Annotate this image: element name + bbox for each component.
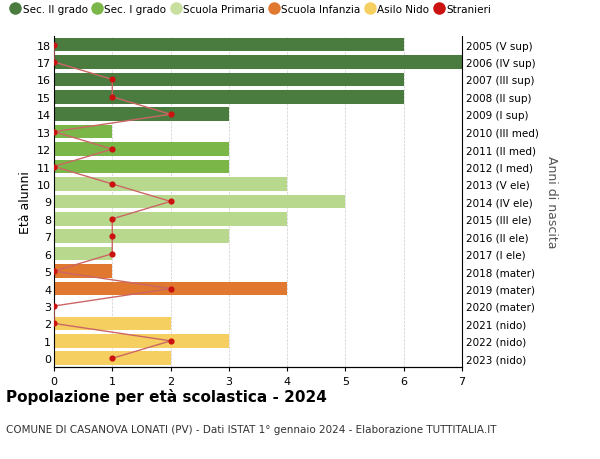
- Point: [166, 198, 175, 206]
- Point: [49, 129, 59, 136]
- Point: [49, 302, 59, 310]
- Point: [166, 285, 175, 292]
- Bar: [54, 91, 404, 104]
- Point: [107, 233, 117, 241]
- Y-axis label: Anni di nascita: Anni di nascita: [545, 156, 559, 248]
- Legend: Sec. II grado, Sec. I grado, Scuola Primaria, Scuola Infanzia, Asilo Nido, Stran: Sec. II grado, Sec. I grado, Scuola Prim…: [11, 5, 491, 16]
- Bar: [54, 317, 170, 330]
- Bar: [54, 334, 229, 348]
- Bar: [54, 247, 112, 261]
- Bar: [54, 160, 229, 174]
- Point: [49, 59, 59, 67]
- Bar: [54, 56, 462, 70]
- Bar: [54, 230, 229, 244]
- Bar: [54, 39, 404, 52]
- Point: [49, 320, 59, 327]
- Bar: [54, 108, 229, 122]
- Bar: [54, 265, 112, 278]
- Bar: [54, 282, 287, 296]
- Point: [166, 337, 175, 345]
- Y-axis label: Età alunni: Età alunni: [19, 171, 32, 233]
- Point: [107, 251, 117, 258]
- Point: [107, 146, 117, 153]
- Text: Popolazione per età scolastica - 2024: Popolazione per età scolastica - 2024: [6, 388, 327, 404]
- Bar: [54, 213, 287, 226]
- Point: [107, 355, 117, 362]
- Point: [166, 112, 175, 119]
- Bar: [54, 352, 170, 365]
- Point: [107, 181, 117, 188]
- Point: [49, 163, 59, 171]
- Bar: [54, 178, 287, 191]
- Point: [107, 216, 117, 223]
- Text: COMUNE DI CASANOVA LONATI (PV) - Dati ISTAT 1° gennaio 2024 - Elaborazione TUTTI: COMUNE DI CASANOVA LONATI (PV) - Dati IS…: [6, 425, 497, 435]
- Bar: [54, 73, 404, 87]
- Point: [107, 94, 117, 101]
- Bar: [54, 143, 229, 157]
- Point: [49, 42, 59, 49]
- Point: [107, 77, 117, 84]
- Bar: [54, 126, 112, 139]
- Point: [49, 268, 59, 275]
- Bar: [54, 195, 346, 209]
